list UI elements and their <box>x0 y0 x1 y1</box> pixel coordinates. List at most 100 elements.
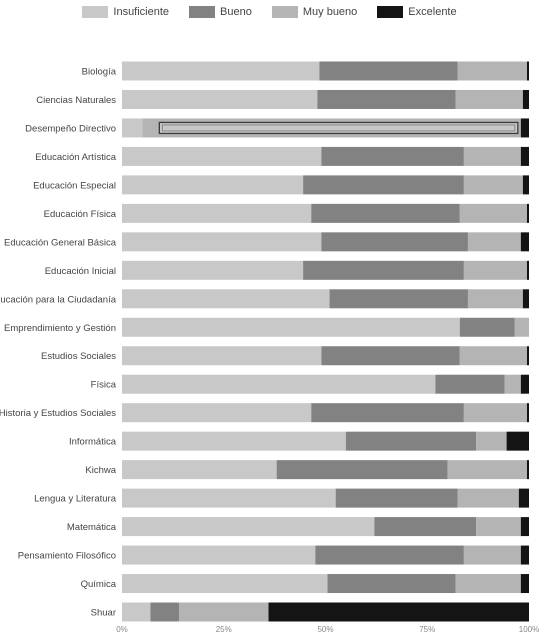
bar-segment <box>122 374 436 394</box>
legend-swatch <box>189 6 216 18</box>
bar-segment <box>122 460 277 480</box>
category-label: Estudios Sociales <box>41 351 116 362</box>
chart-legend: Insuficiente Bueno Muy bueno Excelente <box>0 6 539 18</box>
legend-item: Excelente <box>377 6 457 18</box>
bar-segment <box>463 545 521 565</box>
bar-segment <box>321 146 464 166</box>
category-label: Historia y Estudios Sociales <box>0 408 116 419</box>
bar-segment <box>303 175 464 195</box>
category-label: Educación Artística <box>35 152 117 163</box>
legend-label: Excelente <box>408 6 457 18</box>
bar-segment <box>311 203 460 223</box>
category-label: Informática <box>69 437 117 448</box>
legend-label: Bueno <box>220 6 252 18</box>
bar-segment <box>526 403 529 423</box>
bar-segment <box>327 574 456 594</box>
category-label: Educación Física <box>44 209 117 220</box>
bar-segment <box>122 146 322 166</box>
category-label: Lengua y Literatura <box>34 494 117 505</box>
legend-swatch <box>82 6 109 18</box>
bar-segment <box>459 346 527 366</box>
bar-segment <box>459 203 527 223</box>
bar-segment <box>122 61 320 81</box>
bar-segment <box>122 602 151 622</box>
x-tick-label: 25% <box>216 625 232 634</box>
bar-segment <box>526 346 529 366</box>
bar-segment <box>122 175 304 195</box>
legend-label: Insuficiente <box>113 6 170 18</box>
bar-segment <box>520 374 529 394</box>
bar-segment <box>122 203 312 223</box>
bar-segment <box>504 374 521 394</box>
bar-segment <box>122 431 346 451</box>
bar-segment <box>122 488 336 508</box>
bar-segment <box>522 89 529 109</box>
bar-segment <box>122 118 143 138</box>
bar-segment <box>526 260 529 280</box>
bar-segment <box>526 61 529 81</box>
bar-segment <box>276 460 448 480</box>
category-label: Biología <box>82 67 117 78</box>
bar-segment <box>526 460 529 480</box>
category-label: Química <box>81 579 117 590</box>
bar-segment <box>520 146 529 166</box>
bar-segment <box>520 545 529 565</box>
bar-segment <box>122 403 312 423</box>
legend-item: Muy bueno <box>271 6 358 18</box>
bar-segment <box>520 232 529 252</box>
highlight-outline <box>158 121 519 135</box>
category-label: Pensamiento Filosófico <box>18 551 116 562</box>
bar-segment <box>514 317 529 337</box>
category-label: Educación General Básica <box>4 237 117 248</box>
bar-segment <box>268 602 529 622</box>
legend-swatch <box>377 6 404 18</box>
bar-segment <box>467 232 521 252</box>
x-tick-label: 0% <box>116 625 128 634</box>
bar-segment <box>303 260 464 280</box>
bar-segment <box>122 232 322 252</box>
bar-segment <box>459 317 515 337</box>
bar-segment <box>455 574 521 594</box>
bar-segment <box>122 574 328 594</box>
category-label: Educación Especial <box>33 180 116 191</box>
bar-segment <box>178 602 269 622</box>
category-label: Física <box>91 380 117 391</box>
bar-segment <box>522 289 529 309</box>
bar-segment <box>374 517 477 537</box>
bar-segment <box>321 346 460 366</box>
bar-segment <box>520 118 529 138</box>
category-label: Educación para la Ciudadanía <box>0 294 117 305</box>
bar-segment <box>315 545 464 565</box>
category-label: Desempeño Directivo <box>25 123 116 134</box>
x-tick-label: 75% <box>419 625 435 634</box>
category-label: Educación Inicial <box>45 266 116 277</box>
bar-segment <box>467 289 523 309</box>
legend-item: Bueno <box>189 6 252 18</box>
bar-segment <box>476 431 507 451</box>
category-label: Matemática <box>67 522 117 533</box>
bar-segment <box>122 289 330 309</box>
bar-segment <box>518 488 529 508</box>
bar-segment <box>520 574 529 594</box>
bar-segment <box>457 61 527 81</box>
bar-segment <box>345 431 477 451</box>
bar-segment <box>520 517 529 537</box>
bar-segment <box>463 175 523 195</box>
category-label: Ciencias Naturales <box>36 95 116 106</box>
bar-segment <box>506 431 529 451</box>
bar-segment <box>329 289 468 309</box>
legend-item: Insuficiente <box>82 6 169 18</box>
bar-segment <box>319 61 458 81</box>
bar-segment <box>463 260 527 280</box>
legend-label: Muy bueno <box>302 6 358 18</box>
bar-segment <box>435 374 505 394</box>
bar-segment <box>122 346 322 366</box>
bar-segment <box>317 89 456 109</box>
bar-segment <box>122 317 460 337</box>
x-tick-label: 50% <box>317 625 333 634</box>
bar-segment <box>463 403 527 423</box>
bar-segment <box>463 146 521 166</box>
bar-segment <box>321 232 468 252</box>
bar-segment <box>122 517 375 537</box>
bar-segment <box>150 602 179 622</box>
